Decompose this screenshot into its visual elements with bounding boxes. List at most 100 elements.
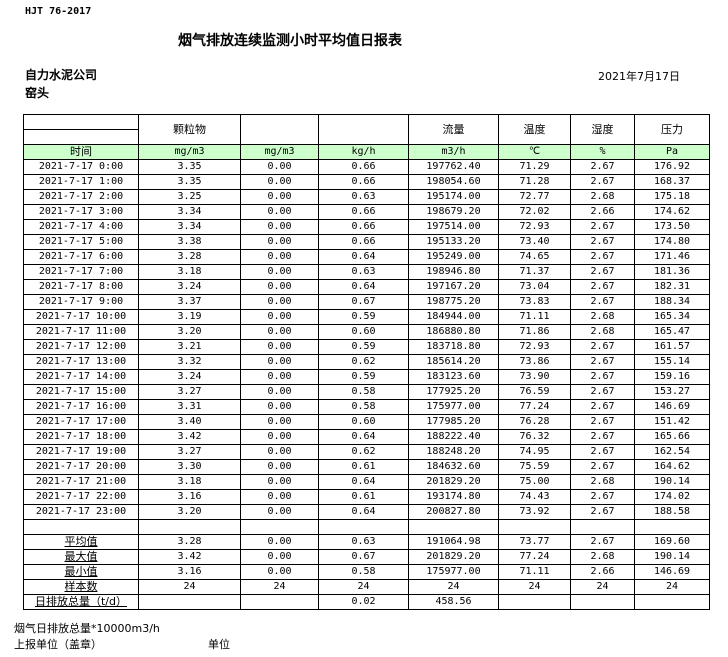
value-cell: 2.67 <box>570 489 635 505</box>
value-cell: 195174.00 <box>408 189 499 205</box>
value-cell: 0.66 <box>318 219 409 235</box>
value-cell: 175.18 <box>634 189 710 205</box>
column-header: 压力 <box>634 114 710 145</box>
table-row: 2021-7-17 5:00 3.38 0.00 0.66 195133.20 73.40… <box>23 234 710 250</box>
empty-cell <box>138 519 241 535</box>
summary-value: 3.42 <box>138 549 241 565</box>
value-cell: 2.67 <box>570 369 635 385</box>
value-cell: 0.60 <box>318 414 409 430</box>
value-cell: 190.14 <box>634 474 710 490</box>
summary-value: 190.14 <box>634 549 710 565</box>
value-cell: 0.00 <box>240 234 319 250</box>
column-header: 湿度 <box>570 114 635 145</box>
table-row: 2021-7-17 14:00 3.24 0.00 0.59 183123.60 73.9… <box>23 369 710 385</box>
value-cell: 0.00 <box>240 294 319 310</box>
empty-cell <box>408 519 499 535</box>
value-cell: 2.67 <box>570 354 635 370</box>
value-cell: 164.62 <box>634 459 710 475</box>
value-cell: 0.59 <box>318 309 409 325</box>
time-cell: 2021-7-17 14:00 <box>23 369 139 385</box>
value-cell: 0.00 <box>240 189 319 205</box>
value-cell: 0.00 <box>240 354 319 370</box>
value-cell: 198946.80 <box>408 264 499 280</box>
summary-row: 样本数 24 24 24 24 24 24 24 <box>23 579 710 595</box>
table-row: 2021-7-17 8:00 3.24 0.00 0.64 197167.20 73.04… <box>23 279 710 295</box>
summary-label: 最大值 <box>23 549 139 565</box>
value-cell: 2.67 <box>570 444 635 460</box>
summary-value <box>138 594 241 610</box>
summary-value: 24 <box>240 579 319 595</box>
value-cell: 71.28 <box>498 174 571 190</box>
value-cell: 2.66 <box>570 204 635 220</box>
units-row: 时间 mg/m3 mg/m3 kg/h m3/h ℃% Pa <box>23 144 710 160</box>
time-cell: 2021-7-17 12:00 <box>23 339 139 355</box>
time-cell: 2021-7-17 0:00 <box>23 159 139 175</box>
time-cell: 2021-7-17 11:00 <box>23 324 139 340</box>
value-cell: 175977.00 <box>408 399 499 415</box>
unit-label: 单位 <box>208 638 230 651</box>
summary-value: 0.00 <box>240 534 319 550</box>
value-cell: 2.68 <box>570 324 635 340</box>
value-cell: 71.11 <box>498 309 571 325</box>
value-cell: 151.42 <box>634 414 710 430</box>
summary-label: 最小值 <box>23 564 139 580</box>
value-cell: 0.66 <box>318 159 409 175</box>
time-cell: 2021-7-17 8:00 <box>23 279 139 295</box>
table-row: 2021-7-17 10:00 3.19 0.00 0.59 184944.00 71.1… <box>23 309 710 325</box>
table-row: 2021-7-17 4:00 3.34 0.00 0.66 197514.00 72.93… <box>23 219 710 235</box>
value-cell: 181.36 <box>634 264 710 280</box>
value-cell: 0.62 <box>318 354 409 370</box>
time-cell: 2021-7-17 7:00 <box>23 264 139 280</box>
summary-value: 24 <box>498 579 571 595</box>
value-cell: 3.37 <box>138 294 241 310</box>
value-cell: 76.28 <box>498 414 571 430</box>
value-cell: 173.50 <box>634 219 710 235</box>
summary-value: 0.00 <box>240 549 319 565</box>
value-cell: 0.67 <box>318 294 409 310</box>
value-cell: 3.20 <box>138 504 241 520</box>
value-cell: 76.59 <box>498 384 571 400</box>
empty-cell <box>570 519 635 535</box>
value-cell: 74.43 <box>498 489 571 505</box>
unit-cell: mg/m3 <box>138 144 241 160</box>
value-cell: 165.34 <box>634 309 710 325</box>
value-cell: 2.67 <box>570 234 635 250</box>
value-cell: 0.00 <box>240 474 319 490</box>
value-cell: 184944.00 <box>408 309 499 325</box>
value-cell: 197514.00 <box>408 219 499 235</box>
value-cell: 3.24 <box>138 279 241 295</box>
value-cell: 0.61 <box>318 489 409 505</box>
summary-value: 24 <box>570 579 635 595</box>
summary-value: 0.67 <box>318 549 409 565</box>
value-cell: 159.16 <box>634 369 710 385</box>
time-cell: 2021-7-17 5:00 <box>23 234 139 250</box>
value-cell: 3.32 <box>138 354 241 370</box>
divider <box>24 129 138 130</box>
value-cell: 0.00 <box>240 369 319 385</box>
value-cell: 0.62 <box>318 444 409 460</box>
value-cell: 0.63 <box>318 189 409 205</box>
value-cell: 188222.40 <box>408 429 499 445</box>
value-cell: 165.47 <box>634 324 710 340</box>
summary-value: 2.68 <box>570 549 635 565</box>
value-cell: 197167.20 <box>408 279 499 295</box>
value-cell: 198054.60 <box>408 174 499 190</box>
value-cell: 0.00 <box>240 384 319 400</box>
value-cell: 76.32 <box>498 429 571 445</box>
empty-cell <box>318 519 409 535</box>
value-cell: 188.34 <box>634 294 710 310</box>
value-cell: 2.68 <box>570 474 635 490</box>
value-cell: 0.59 <box>318 339 409 355</box>
value-cell: 0.00 <box>240 174 319 190</box>
unit-cell: 时间 <box>23 144 139 160</box>
value-cell: 3.38 <box>138 234 241 250</box>
value-cell: 2.67 <box>570 264 635 280</box>
value-cell: 72.77 <box>498 189 571 205</box>
empty-cell <box>240 519 319 535</box>
value-cell: 3.35 <box>138 159 241 175</box>
value-cell: 72.02 <box>498 204 571 220</box>
total-emission-note: 烟气日排放总量*10000m3/h <box>14 622 160 635</box>
value-cell: 0.00 <box>240 204 319 220</box>
unit-cell: m3/h <box>408 144 499 160</box>
value-cell: 73.86 <box>498 354 571 370</box>
